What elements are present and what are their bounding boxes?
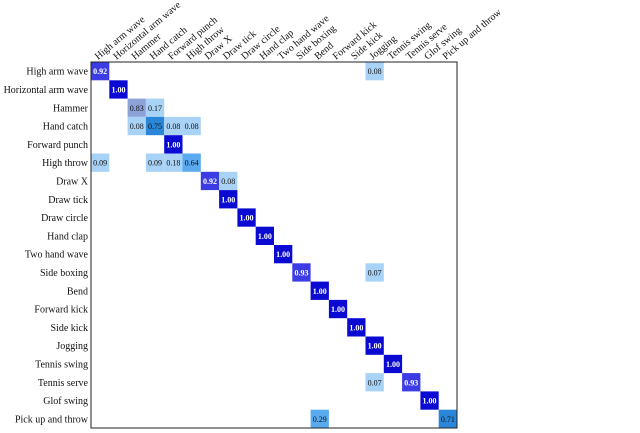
heatmap-cell [365,263,384,282]
heatmap-cell [310,409,329,428]
row-label: Jogging [56,341,88,352]
cell-value-label: 0.07 [368,268,382,277]
row-label: Side boxing [40,268,88,279]
cell-value-label: 1.00 [258,232,272,241]
row-label: Draw circle [41,213,88,224]
heatmap-cell [219,190,238,209]
cell-value-label: 1.00 [313,287,327,296]
row-label: Two hand wave [25,250,89,261]
heatmap-cell [145,116,165,136]
heatmap-cell [127,116,146,136]
row-label: Hammer [53,103,89,114]
heatmap-cell [402,373,421,392]
heatmap-cell [365,336,384,355]
row-label: Pick up and throw [15,414,89,425]
row-label: Forward punch [27,140,88,151]
cell-value-label: 1.00 [386,360,400,369]
cell-value-label: 1.00 [111,85,125,94]
heatmap-cell [310,281,329,300]
row-label: Tennis swing [35,359,88,370]
row-label: Tennis serve [38,378,89,389]
row-label: High throw [42,158,89,169]
row-label: Hand catch [43,122,88,133]
cell-value-label: 0.92 [203,177,217,186]
heatmap-cell [219,171,238,191]
heatmap-cells [91,62,457,428]
plot-frame [90,61,458,429]
row-label: Draw X [56,176,89,187]
cell-value-label: 0.64 [185,159,199,168]
heatmap-cell [347,318,366,337]
heatmap-cell [182,153,201,172]
cell-value-labels: 0.92 0.08 1.00 0.83 0.17 0.08 0.75 0.08 0.08 1.00… [93,67,455,424]
cell-value-label: 1.00 [221,195,235,204]
cell-value-label: 0.83 [130,104,144,113]
heatmap-cell [109,80,128,99]
heatmap-cell [420,391,439,410]
heatmap-cell [383,354,403,374]
heatmap-cell [182,116,201,136]
row-label: Forward kick [34,305,88,316]
cell-value-label: 0.93 [294,268,308,277]
cell-value-label: 0.08 [221,177,235,186]
cell-value-label: 0.17 [148,104,162,113]
heatmap-cell [91,62,110,81]
cell-value-label: 0.08 [185,122,199,131]
row-label: Side kick [51,323,89,334]
cell-value-label: 0.29 [313,415,327,424]
cell-value-label: 0.75 [148,122,162,131]
row-label: High arm wave [26,67,88,78]
cell-value-label: 0.08 [368,67,382,76]
cell-value-label: 0.09 [93,159,107,168]
cell-value-label: 1.00 [349,323,363,332]
heatmap-cell [365,373,384,392]
cell-value-label: 1.00 [240,214,254,223]
heatmap-cell [145,98,165,117]
heatmap-cell [145,153,165,172]
cell-value-label: 0.08 [130,122,144,131]
heatmap-cell [164,153,183,172]
heatmap-cell [274,245,293,264]
cell-value-label: 1.00 [276,250,290,259]
heatmap-cell [200,171,220,191]
cell-value-label: 0.18 [166,159,180,168]
heatmap-cell [328,299,348,319]
heatmap-cell [91,153,110,172]
cell-value-label: 0.93 [404,378,418,387]
row-label: Glof swing [43,396,88,407]
heatmap-cell [127,98,146,117]
heatmap-cell [365,62,384,81]
heatmap-cell [438,409,457,428]
row-label: Bend [67,286,88,297]
cell-value-label: 0.92 [93,67,107,76]
cell-value-label: 0.07 [368,378,382,387]
heatmap-cell [164,116,183,136]
row-labels: High arm wave Horizontal arm wave Hammer Ha… [4,67,89,426]
cell-value-label: 0.09 [148,159,162,168]
cell-value-label: 1.00 [331,305,345,314]
row-label: Draw tick [48,195,88,206]
cell-value-label: 0.08 [166,122,180,131]
heatmap-cell [164,135,183,154]
row-label: Horizontal arm wave [4,85,89,96]
cell-value-label: 1.00 [166,140,180,149]
heatmap-cell [237,208,256,227]
heatmap-cell [292,263,311,282]
cell-value-label: 1.00 [423,397,437,406]
cell-value-label: 0.71 [441,415,455,424]
heatmap-cell [255,226,274,245]
cell-value-label: 1.00 [368,342,382,351]
row-label: Hand clap [47,231,88,242]
